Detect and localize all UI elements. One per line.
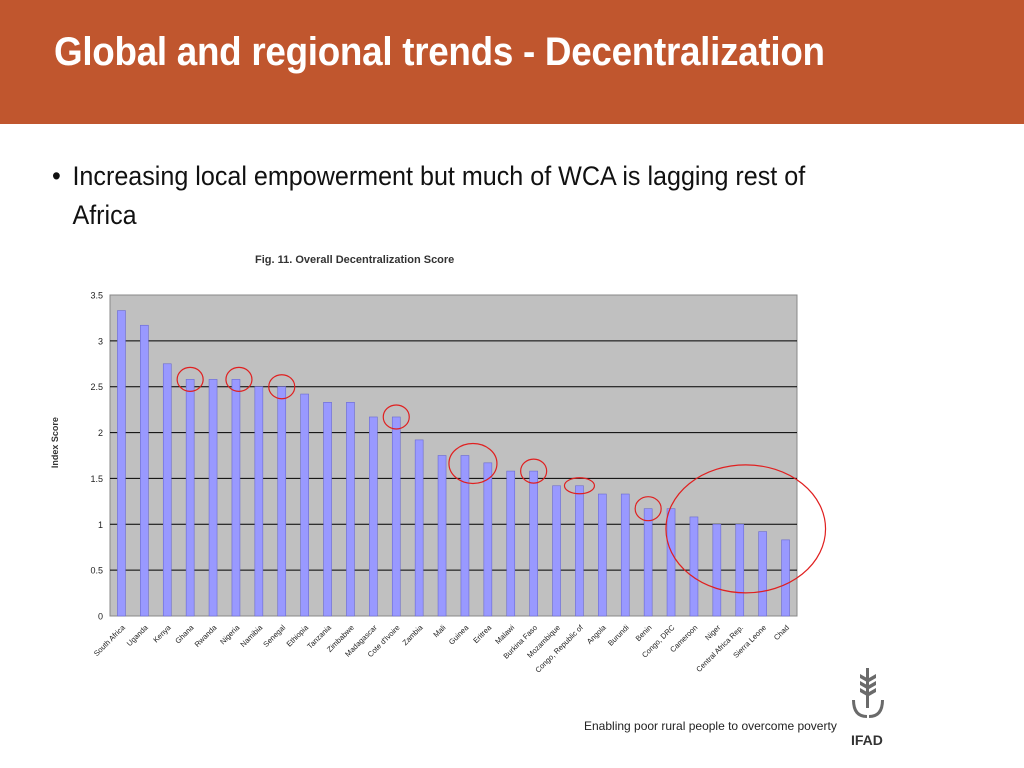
x-tick-label: Benin (634, 623, 654, 643)
highlight-circle (634, 496, 662, 522)
bar (117, 310, 126, 617)
bar (323, 402, 332, 617)
bar (575, 485, 584, 617)
bar (712, 523, 722, 617)
bar (140, 324, 149, 617)
bullet-point: • Increasing local empowerment but much … (52, 157, 870, 235)
highlight-circle (520, 458, 548, 484)
bar (185, 379, 195, 617)
bar (437, 455, 447, 617)
y-tick-label: 3 (98, 336, 103, 346)
bar (254, 386, 264, 617)
ifad-logo-text: IFAD (851, 732, 883, 748)
bar (414, 439, 424, 617)
y-tick-label: 1.5 (90, 474, 103, 484)
x-tick-label: Zambia (401, 622, 426, 647)
y-tick-label: 2 (98, 428, 103, 438)
highlight-circle-large (665, 464, 827, 594)
bullet-symbol: • (52, 161, 61, 191)
x-tick-label: Mali (431, 623, 447, 639)
bar (231, 379, 241, 617)
y-tick-label: 0.5 (90, 566, 103, 576)
footer-tagline: Enabling poor rural people to overcome p… (584, 719, 837, 733)
bar (391, 416, 401, 617)
bar (300, 393, 309, 617)
bar (460, 455, 470, 617)
highlight-circle (382, 404, 410, 430)
y-tick-label: 0 (98, 612, 103, 622)
highlight-circle (563, 477, 596, 495)
bar (208, 379, 218, 617)
bar (758, 531, 767, 617)
bar (689, 516, 699, 617)
bar (666, 508, 676, 617)
bar (598, 493, 607, 617)
bar (643, 508, 653, 617)
x-tick-label: Namibia (238, 622, 264, 648)
bar (162, 363, 172, 617)
x-tick-label: Burundi (606, 623, 631, 648)
highlight-circle (268, 374, 296, 400)
slide-title: Global and regional trends - Decentraliz… (54, 30, 825, 74)
bar (620, 493, 630, 617)
bar (552, 485, 561, 617)
x-tick-label: Guinea (447, 622, 471, 646)
x-tick-label: Uganda (125, 622, 151, 648)
y-tick-label: 3.5 (90, 291, 103, 301)
highlight-circle (176, 366, 204, 392)
ifad-logo-icon (852, 668, 884, 718)
x-tick-label: Senegal (261, 623, 287, 649)
y-axis-label: Index Score (50, 417, 60, 468)
x-tick-label: Chad (772, 623, 791, 642)
plot-area (109, 294, 798, 617)
bar (369, 416, 378, 617)
bar (483, 462, 493, 617)
bar (781, 539, 790, 617)
x-tick-label: Angola (585, 622, 608, 645)
bar (277, 386, 287, 617)
bar (506, 470, 516, 617)
bar (529, 470, 538, 617)
x-tick-label: Kenya (151, 622, 173, 644)
x-tick-label: Rwanda (193, 622, 219, 648)
x-tick-label: Eritrea (471, 622, 494, 645)
bar (346, 402, 355, 617)
bar (735, 523, 745, 617)
bullet-text: Increasing local empowerment but much of… (72, 161, 806, 230)
x-tick-label: Niger (703, 623, 722, 642)
x-tick-label: South Africa (92, 622, 128, 658)
y-tick-label: 1 (98, 520, 103, 530)
highlight-circle (225, 366, 253, 392)
chart-title: Fig. 11. Overall Decentralization Score (255, 254, 454, 266)
highlight-circle (448, 442, 498, 485)
title-banner: Global and regional trends - Decentraliz… (0, 0, 1024, 124)
y-tick-label: 2.5 (90, 382, 103, 392)
decentralization-bar-chart: Fig. 11. Overall Decentralization Score 0… (50, 254, 827, 675)
